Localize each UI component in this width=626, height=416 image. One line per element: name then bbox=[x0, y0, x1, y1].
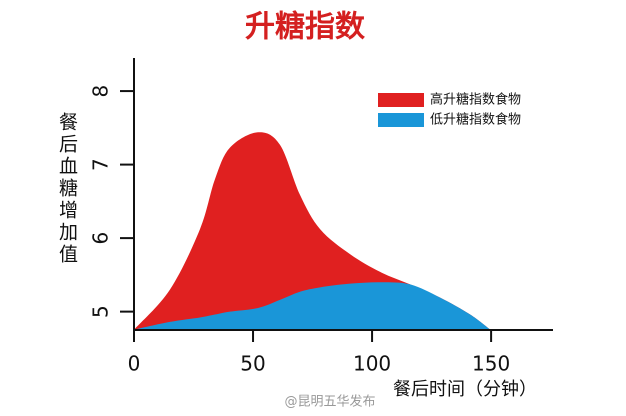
y-axis-label: 餐后血糖增加值 bbox=[56, 112, 78, 266]
y-tick-label: 5 bbox=[89, 305, 113, 318]
y-tick-label: 6 bbox=[89, 232, 113, 245]
legend-label: 高升糖指数食物 bbox=[430, 92, 521, 108]
legend-swatch bbox=[378, 93, 424, 107]
legend-swatch bbox=[378, 113, 424, 127]
y-tick-label: 7 bbox=[89, 158, 113, 171]
x-tick-label: 150 bbox=[472, 352, 510, 376]
x-axis-label: 餐后时间（分钟） bbox=[393, 379, 537, 400]
x-tick-label: 0 bbox=[128, 352, 141, 376]
y-tick-label: 8 bbox=[89, 85, 113, 98]
legend-label: 低升糖指数食物 bbox=[430, 112, 521, 128]
watermark: @昆明五华发布 bbox=[284, 394, 375, 410]
x-tick-label: 100 bbox=[353, 352, 391, 376]
x-tick-label: 50 bbox=[240, 352, 265, 376]
area bbox=[134, 132, 491, 330]
area bbox=[134, 282, 491, 330]
chart-title: 升糖指数 bbox=[245, 10, 366, 45]
